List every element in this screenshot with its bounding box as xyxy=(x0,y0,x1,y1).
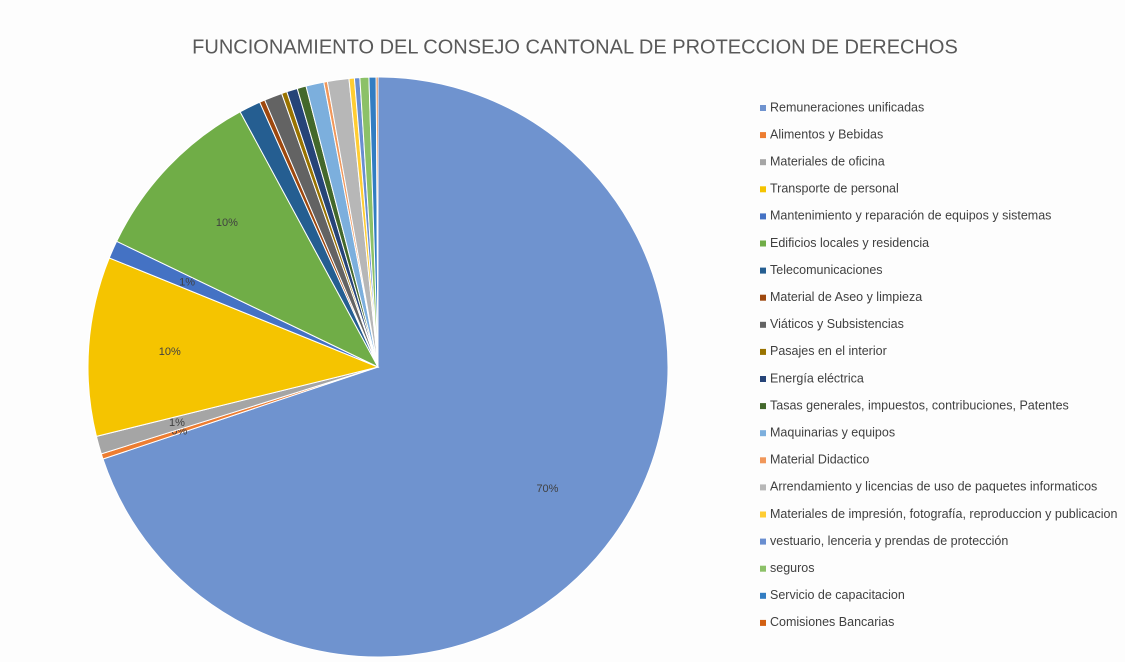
legend-swatch xyxy=(760,484,766,491)
legend-label: Telecomunicaciones xyxy=(770,263,883,277)
legend-swatch xyxy=(760,240,766,247)
legend-label: Servicio de capacitacion xyxy=(770,588,905,602)
legend-label: Mantenimiento y reparación de equipos y … xyxy=(770,209,1051,223)
legend-label: seguros xyxy=(770,561,814,575)
data-label: 1% xyxy=(169,417,185,429)
legend-label: Materiales de oficina xyxy=(770,154,885,168)
legend-label: Viáticos y Subsistencias xyxy=(770,317,904,331)
pie-slice xyxy=(375,76,379,368)
legend-swatch xyxy=(760,511,766,518)
legend-label: vestuario, lenceria y prendas de protecc… xyxy=(770,534,1008,548)
pie-slice xyxy=(102,76,669,658)
legend-label: Energía eléctrica xyxy=(770,371,864,385)
legend-swatch xyxy=(760,213,766,220)
legend-swatch xyxy=(760,619,766,626)
legend-swatch xyxy=(760,430,766,437)
legend-swatch xyxy=(760,105,766,111)
legend-label: Arrendamiento y licencias de uso de paqu… xyxy=(770,480,1097,494)
legend-swatch xyxy=(760,565,766,572)
legend-label: Alimentos y Bebidas xyxy=(770,127,883,141)
legend-swatch xyxy=(760,348,766,355)
legend-swatch xyxy=(760,186,766,193)
legend-swatch xyxy=(760,538,766,545)
data-label: 70% xyxy=(536,483,558,495)
legend-swatch xyxy=(760,457,766,464)
data-label: 1% xyxy=(179,276,195,288)
legend-swatch xyxy=(760,294,766,301)
legend-label: Transporte de personal xyxy=(770,182,899,196)
data-label: 10% xyxy=(159,346,181,358)
legend-swatch xyxy=(760,321,766,328)
legend-label: Material de Aseo y limpieza xyxy=(770,290,922,304)
legend-swatch xyxy=(760,132,766,139)
legend-label: Edificios locales y residencia xyxy=(770,236,929,250)
pie-slice xyxy=(115,111,380,369)
legend-label: Maquinarias y equipos xyxy=(770,425,895,439)
legend-label: Materiales de impresión, fotografía, rep… xyxy=(770,507,1117,521)
pie-slice xyxy=(87,257,380,437)
legend-label: Pasajes en el interior xyxy=(770,344,887,358)
legend-swatch xyxy=(760,376,766,382)
legend-label: Comisiones Bancarias xyxy=(770,615,894,629)
legend-label: Remuneraciones unificadas xyxy=(770,100,924,114)
legend-swatch xyxy=(760,592,766,599)
legend-swatch xyxy=(760,403,766,410)
legend-label: Tasas generales, impuestos, contribucion… xyxy=(770,398,1069,412)
legend-swatch xyxy=(760,267,766,274)
legend-label: Material Didactico xyxy=(770,453,869,467)
data-label: 10% xyxy=(216,217,238,229)
chart-title: FUNCIONAMIENTO DEL CONSEJO CANTONAL DE P… xyxy=(192,36,958,58)
legend-swatch xyxy=(760,159,766,166)
